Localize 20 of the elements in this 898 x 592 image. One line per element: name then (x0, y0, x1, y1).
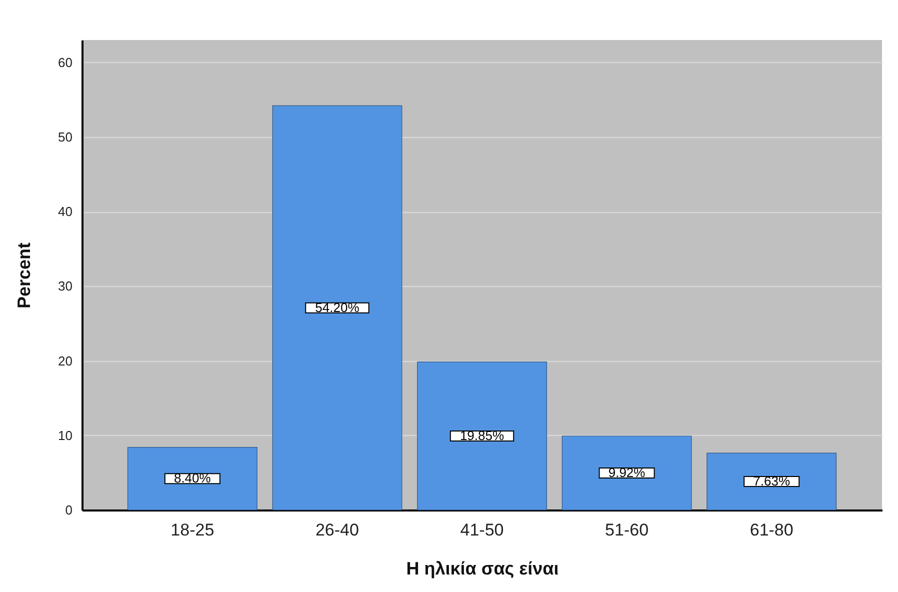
bar (417, 362, 547, 510)
data-label: 54.20% (315, 300, 360, 315)
x-tick-label: 51-60 (605, 520, 649, 540)
y-tick-label: 30 (58, 278, 72, 294)
bar (127, 447, 258, 510)
bar (706, 452, 837, 510)
y-axis-title: Percent (14, 242, 34, 309)
y-tick-label: 0 (65, 502, 72, 518)
x-tick-label: 41-50 (460, 520, 504, 540)
x-tick-label: 26-40 (315, 520, 359, 540)
x-axis-title: Η ηλικία σας είναι (406, 558, 559, 578)
bar (272, 105, 402, 510)
y-tick-label: 40 (58, 204, 72, 220)
y-tick-label: 60 (58, 54, 72, 70)
y-tick-label: 10 (58, 428, 72, 443)
y-tick-label: 50 (58, 129, 72, 144)
x-tick-label: 61-80 (750, 520, 794, 540)
y-tick-label: 20 (58, 353, 72, 368)
x-tick-label: 18-25 (170, 520, 214, 540)
bar (562, 436, 692, 510)
